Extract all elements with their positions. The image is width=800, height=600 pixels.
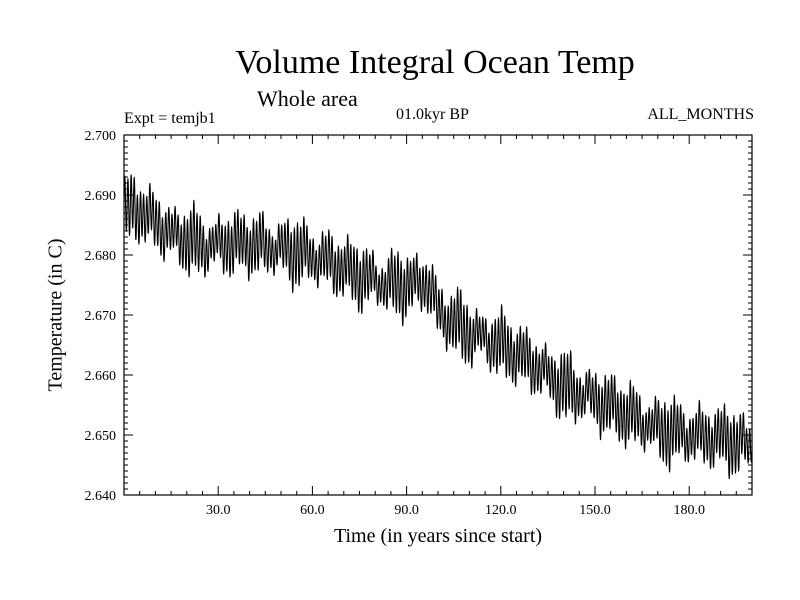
x-axis-label: Time (in years since start) [333,525,543,547]
x-tick-label: 120.0 [485,503,517,518]
y-tick-label: 2.640 [85,489,117,504]
chart-title: Volume Integral Ocean Temp [235,44,635,81]
y-tick-label: 2.680 [85,249,117,264]
y-tick-label: 2.650 [85,429,117,444]
experiment-label: Expt = temjb1 [124,110,216,127]
x-tick-label: 30.0 [206,503,231,518]
x-tick-label: 90.0 [394,503,419,518]
months-label: ALL_MONTHS [647,106,754,123]
y-tick-label: 2.670 [85,309,117,324]
x-tick-label: 60.0 [300,503,325,518]
period-label: 01.0kyr BP [396,106,469,123]
x-tick-label: 150.0 [579,503,611,518]
x-tick-label: 180.0 [673,503,705,518]
temperature-series-line [124,174,752,480]
y-tick-label: 2.660 [85,369,117,384]
y-tick-label: 2.700 [85,129,117,144]
y-tick-label: 2.690 [85,189,117,204]
chart-subtitle: Whole area [257,86,358,111]
